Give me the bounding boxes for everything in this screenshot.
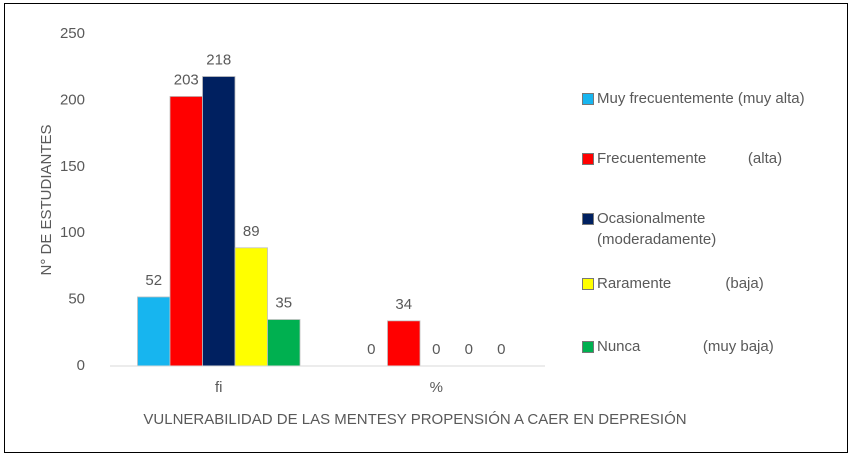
legend-item: Ocasionalmente (moderadamente) [580, 208, 827, 250]
y-tick-label: 100 [60, 224, 85, 241]
y-axis-title: N° DE ESTUDIANTES [38, 124, 55, 275]
legend-label: Muy frecuentemente (muy alta) [597, 90, 805, 107]
data-label: 0 [367, 341, 375, 358]
legend-item: Frecuentemente (alta) [580, 148, 827, 169]
legend-swatch [582, 341, 594, 353]
y-tick-label: 250 [60, 25, 85, 42]
legend-swatch [582, 153, 594, 165]
frame [4, 3, 848, 453]
legend-item: Muy frecuentemente (muy alta) [580, 88, 827, 109]
legend-swatch [582, 93, 594, 105]
data-label: 218 [206, 51, 231, 68]
data-label: 35 [275, 294, 292, 311]
x-tick-label: fi [215, 379, 223, 396]
data-label: 0 [432, 341, 440, 358]
bar [169, 96, 203, 367]
y-tick-label: 200 [60, 91, 85, 108]
y-tick-label: 150 [60, 158, 85, 175]
legend-item: Nunca (muy baja) [580, 336, 827, 357]
data-label: 34 [395, 296, 412, 313]
data-label: 0 [465, 341, 473, 358]
bar [137, 296, 171, 367]
data-label: 52 [145, 272, 162, 289]
legend-item: Raramente (baja) [580, 273, 827, 294]
x-axis-title: VULNERABILIDAD DE LAS MENTESY PROPENSIÓN… [143, 411, 686, 428]
x-tick-label: % [430, 379, 443, 396]
y-tick-label: 0 [77, 357, 85, 374]
legend-label: Raramente (baja) [597, 275, 764, 292]
y-tick-label: 50 [68, 291, 85, 308]
bar [267, 319, 301, 367]
data-label: 89 [243, 223, 260, 240]
data-label: 0 [497, 341, 505, 358]
legend-label: Nunca (muy baja) [597, 338, 774, 355]
data-label: 203 [174, 71, 199, 88]
legend-label: Frecuentemente (alta) [597, 150, 783, 167]
legend-label: Ocasionalmente (moderadamente) [597, 210, 717, 248]
bar [387, 320, 421, 367]
bar [202, 76, 236, 367]
bar [234, 247, 268, 367]
legend-swatch [582, 278, 594, 290]
legend-swatch [582, 213, 594, 225]
